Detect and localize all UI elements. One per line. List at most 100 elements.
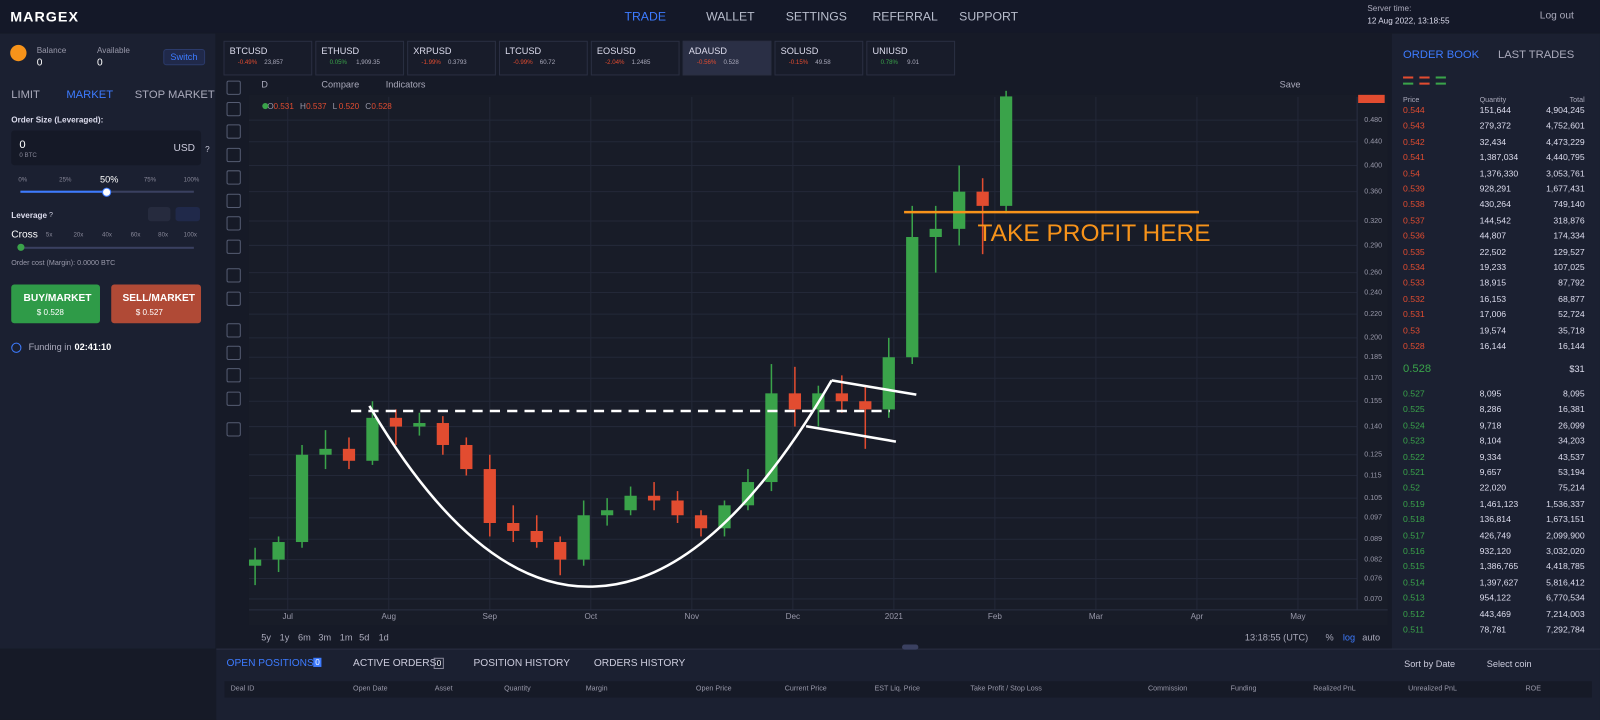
resize-handle[interactable] xyxy=(902,644,919,650)
book-tab[interactable]: LAST TRADES xyxy=(1497,48,1575,62)
book-cell: 1,386,765 xyxy=(1479,561,1519,572)
y-tick-label: 0.070 xyxy=(1364,595,1382,603)
positions-tab[interactable]: ORDERS HISTORY xyxy=(593,657,686,669)
timeframe[interactable]: 3m xyxy=(318,632,332,643)
order-size: 0 xyxy=(19,138,26,151)
coin-select[interactable]: Select coin xyxy=(1486,658,1532,669)
scale-button[interactable]: log xyxy=(1342,632,1356,643)
drawing-tool[interactable] xyxy=(226,124,241,139)
book-filter[interactable] xyxy=(1403,76,1414,85)
edit-button[interactable] xyxy=(147,207,171,222)
book-cell: 1,376,330 xyxy=(1479,167,1519,179)
sell-price: $ 0.527 xyxy=(135,307,163,318)
timeframe[interactable]: 5d xyxy=(359,632,370,643)
drawing-tool[interactable] xyxy=(226,101,241,117)
interval[interactable]: D xyxy=(261,79,268,90)
scale-button[interactable]: auto xyxy=(1362,632,1381,643)
drawing-tool[interactable] xyxy=(226,170,241,185)
book-filter[interactable] xyxy=(1435,76,1446,85)
leverage-knob[interactable] xyxy=(17,243,25,251)
ticker[interactable] xyxy=(590,40,680,76)
timeframe[interactable]: 5y xyxy=(261,632,271,643)
drawing-tool[interactable] xyxy=(226,216,241,231)
ohlc-value: 0.531 xyxy=(273,102,294,111)
book-cell: 34,203 xyxy=(1558,435,1585,446)
positions-column: Asset xyxy=(434,685,453,693)
order-tab[interactable]: STOP MARKET xyxy=(134,88,215,101)
book-cell: 0.519 xyxy=(1403,498,1425,509)
ticker[interactable] xyxy=(223,40,313,76)
drawing-tool[interactable] xyxy=(226,422,241,437)
ticker[interactable] xyxy=(866,40,956,76)
drawing-tool[interactable] xyxy=(226,391,241,406)
scale-button[interactable]: % xyxy=(1325,632,1334,643)
drawing-tool[interactable] xyxy=(226,368,241,383)
sell-button[interactable] xyxy=(111,284,202,324)
status-dot xyxy=(262,102,269,110)
ticker[interactable] xyxy=(682,40,772,76)
book-filter[interactable] xyxy=(1419,76,1430,85)
book-cell: 0.515 xyxy=(1403,561,1425,572)
book-cell: 0.518 xyxy=(1403,514,1425,525)
book-cell: 1,536,337 xyxy=(1546,498,1585,509)
book-cell: 4,418,785 xyxy=(1546,561,1585,572)
ticker[interactable] xyxy=(774,40,864,76)
toggle-button[interactable] xyxy=(175,207,200,222)
order-tab[interactable]: MARKET xyxy=(66,88,114,101)
indicators[interactable]: Indicators xyxy=(385,79,426,90)
order-tab[interactable]: LIMIT xyxy=(11,88,40,101)
drawing-tool[interactable] xyxy=(226,345,241,360)
positions-column: ROE xyxy=(1525,685,1541,693)
logout[interactable]: Log out xyxy=(1539,10,1574,22)
ticker[interactable] xyxy=(407,40,496,76)
buy-button[interactable] xyxy=(11,284,100,324)
ticker-change: -0.99% xyxy=(513,60,533,67)
nav-item[interactable]: SETTINGS xyxy=(785,9,847,24)
candle-body xyxy=(413,423,426,427)
sort-select[interactable]: Sort by Date xyxy=(1404,658,1456,669)
timeframe[interactable]: 1d xyxy=(378,632,389,643)
leverage-step: 60x xyxy=(130,232,141,239)
ticker[interactable] xyxy=(498,40,588,76)
nav-item[interactable]: TRADE xyxy=(624,9,666,24)
compare[interactable]: Compare xyxy=(321,79,360,90)
leverage-step: 80x xyxy=(158,232,169,239)
save[interactable]: Save xyxy=(1279,79,1301,90)
drawing-tool[interactable] xyxy=(226,147,241,163)
funding-label: Funding in xyxy=(28,341,72,352)
drawing-tool[interactable] xyxy=(226,291,241,306)
timeframe[interactable]: 6m xyxy=(297,632,311,643)
book-cell: 1,673,151 xyxy=(1546,514,1585,525)
ticker-price: 49.58 xyxy=(815,60,831,67)
nav-item[interactable]: WALLET xyxy=(706,9,755,24)
book-tab[interactable]: ORDER BOOK xyxy=(1403,48,1480,62)
drawing-tool[interactable] xyxy=(226,268,241,283)
nav-item[interactable]: SUPPORT xyxy=(959,9,1019,24)
ticker[interactable] xyxy=(315,40,405,76)
drawing-tool[interactable] xyxy=(226,193,241,209)
positions-tab[interactable]: OPEN POSITIONS xyxy=(226,657,314,669)
book-column: Price xyxy=(1403,96,1420,105)
drawing-tool[interactable] xyxy=(226,80,241,95)
switch-button[interactable]: Switch xyxy=(163,48,205,66)
drawing-tool[interactable] xyxy=(226,239,241,254)
candle-body xyxy=(554,542,567,560)
positions-tab[interactable]: ACTIVE ORDERS xyxy=(353,657,437,669)
timeframe[interactable]: 1m xyxy=(339,632,353,643)
book-cell: 0.539 xyxy=(1403,183,1425,194)
positions-column: Commission xyxy=(1147,685,1188,693)
book-cell: 0.541 xyxy=(1403,152,1425,163)
nav-item[interactable]: REFERRAL xyxy=(872,9,938,24)
drawing-tool[interactable] xyxy=(226,323,241,338)
y-tick-label: 0.170 xyxy=(1364,374,1382,382)
book-cell: 6,770,534 xyxy=(1546,592,1585,603)
book-cell: 0.528 xyxy=(1403,340,1425,351)
ohlc-key: O xyxy=(267,102,273,111)
logo[interactable]: MARGEX xyxy=(10,8,80,25)
book-cell: 19,233 xyxy=(1479,262,1507,273)
size-knob[interactable] xyxy=(102,187,112,197)
positions-tab[interactable]: POSITION HISTORY xyxy=(473,657,571,669)
candle-body xyxy=(953,191,966,229)
timeframe[interactable]: 1y xyxy=(279,632,290,643)
coin-icon xyxy=(10,44,27,62)
